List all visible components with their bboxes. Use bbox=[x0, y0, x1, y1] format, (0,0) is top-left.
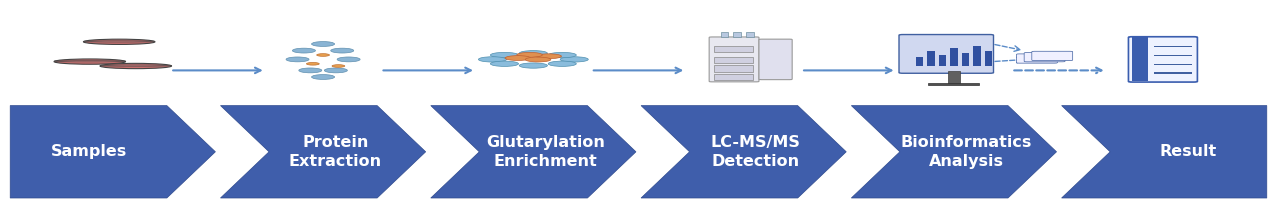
Bar bbox=[714, 46, 752, 52]
Text: Result: Result bbox=[1160, 144, 1217, 159]
Text: Protein
Extraction: Protein Extraction bbox=[289, 135, 382, 169]
Text: Glutarylation
Enrichment: Glutarylation Enrichment bbox=[487, 135, 605, 169]
Bar bbox=[1133, 37, 1148, 81]
Ellipse shape bbox=[317, 54, 329, 56]
Text: Samples: Samples bbox=[50, 144, 126, 159]
Text: Bioinformatics
Analysis: Bioinformatics Analysis bbox=[900, 135, 1032, 169]
Ellipse shape bbox=[100, 63, 171, 69]
Bar bbox=[714, 65, 752, 72]
Bar bbox=[950, 48, 958, 66]
FancyBboxPatch shape bbox=[899, 35, 994, 73]
Bar bbox=[1154, 72, 1193, 74]
Polygon shape bbox=[221, 106, 425, 198]
Ellipse shape bbox=[548, 52, 576, 58]
Ellipse shape bbox=[520, 63, 548, 68]
Ellipse shape bbox=[324, 68, 347, 73]
Ellipse shape bbox=[490, 52, 518, 58]
Ellipse shape bbox=[54, 59, 125, 64]
Text: LC-MS/MS
Detection: LC-MS/MS Detection bbox=[711, 135, 801, 169]
Ellipse shape bbox=[83, 39, 155, 44]
Polygon shape bbox=[10, 106, 216, 198]
Ellipse shape bbox=[548, 61, 576, 66]
Ellipse shape bbox=[332, 65, 345, 67]
Ellipse shape bbox=[337, 57, 360, 62]
Ellipse shape bbox=[292, 48, 315, 53]
Bar bbox=[948, 72, 960, 84]
Polygon shape bbox=[1061, 106, 1267, 198]
Ellipse shape bbox=[286, 57, 309, 62]
FancyBboxPatch shape bbox=[1016, 54, 1057, 63]
Ellipse shape bbox=[479, 57, 507, 62]
Polygon shape bbox=[852, 106, 1056, 198]
Ellipse shape bbox=[504, 56, 530, 61]
Ellipse shape bbox=[536, 54, 562, 59]
Ellipse shape bbox=[100, 65, 171, 66]
Bar bbox=[746, 32, 753, 37]
Bar bbox=[928, 83, 979, 85]
Ellipse shape bbox=[306, 62, 319, 65]
Ellipse shape bbox=[520, 51, 548, 56]
Bar bbox=[1154, 46, 1193, 47]
Polygon shape bbox=[430, 106, 636, 198]
Bar bbox=[733, 32, 741, 37]
FancyBboxPatch shape bbox=[1024, 53, 1065, 62]
Bar bbox=[714, 57, 752, 63]
Ellipse shape bbox=[517, 52, 543, 57]
Bar bbox=[714, 74, 752, 80]
Bar bbox=[927, 51, 935, 66]
Bar bbox=[985, 51, 992, 66]
Bar bbox=[973, 46, 981, 66]
FancyBboxPatch shape bbox=[1129, 37, 1198, 82]
Ellipse shape bbox=[561, 57, 589, 62]
FancyBboxPatch shape bbox=[759, 39, 792, 80]
Bar bbox=[916, 57, 923, 66]
Ellipse shape bbox=[312, 42, 335, 46]
Ellipse shape bbox=[331, 48, 354, 53]
Bar bbox=[1154, 55, 1193, 56]
Ellipse shape bbox=[299, 68, 322, 73]
Ellipse shape bbox=[525, 57, 550, 62]
Bar bbox=[939, 55, 946, 66]
FancyBboxPatch shape bbox=[1032, 51, 1073, 61]
FancyBboxPatch shape bbox=[709, 37, 759, 82]
Bar bbox=[720, 32, 728, 37]
Bar bbox=[962, 53, 969, 66]
Polygon shape bbox=[641, 106, 847, 198]
Bar bbox=[1154, 64, 1193, 65]
Ellipse shape bbox=[312, 75, 335, 79]
Ellipse shape bbox=[490, 61, 518, 66]
Ellipse shape bbox=[54, 61, 125, 62]
Ellipse shape bbox=[83, 41, 155, 42]
